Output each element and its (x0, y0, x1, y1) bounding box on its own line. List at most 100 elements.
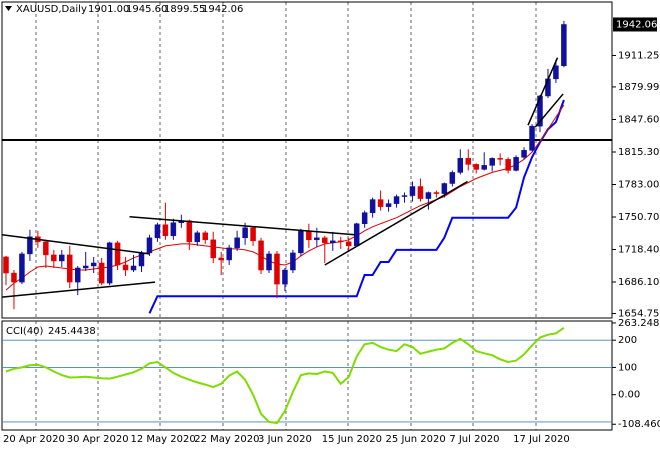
y-tick-label: 0.00 (618, 390, 640, 401)
candle-body (130, 265, 137, 271)
main-panel (1, 1, 613, 319)
x-tick-label: 20 Apr 2020 (3, 434, 65, 445)
symbol-title: XAUUSD,Daily (16, 4, 87, 15)
x-tick-label: 12 May 2020 (131, 434, 196, 445)
candle-body (361, 212, 368, 224)
y-tick-label: 1750.70 (618, 212, 659, 223)
candle-body (337, 240, 344, 243)
price-box (613, 17, 657, 32)
candle-body (306, 230, 312, 241)
y-tick-label: 1847.60 (618, 115, 659, 126)
current-price: 1942.06 (616, 19, 657, 30)
candle-body (210, 239, 216, 259)
candle-body (330, 240, 336, 244)
candle-body (19, 253, 25, 283)
x-tick-label: 17 Jul 2020 (513, 434, 570, 445)
candle-body (106, 242, 113, 284)
candle-body (90, 262, 97, 267)
candle-body (449, 172, 456, 184)
candle-body (314, 237, 320, 241)
candle-body (146, 237, 153, 254)
trend-line (1, 281, 156, 298)
candle-body (282, 269, 288, 285)
x-tick-label: 25 Jun 2020 (386, 434, 446, 445)
candle-body (186, 220, 193, 243)
candle-body (481, 165, 487, 170)
candle-body (242, 227, 248, 239)
candle-body (98, 262, 105, 284)
candle-body (417, 186, 424, 199)
y-tick-label: 100 (618, 362, 637, 373)
candle-body (170, 222, 177, 237)
cci-name: CCI(40) (6, 326, 44, 337)
y-tick-label: 200 (618, 335, 637, 346)
x-tick-label: 30 Apr 2020 (67, 434, 129, 445)
y-tick-label: 1879.99 (618, 82, 659, 93)
candle-body (409, 186, 416, 196)
open-label: 1901.00 (88, 4, 129, 15)
candle-body (385, 203, 392, 207)
candle-body (561, 24, 567, 67)
candle-body (513, 157, 519, 171)
candle-body (433, 192, 440, 194)
candle-body (425, 192, 432, 199)
candle-body (154, 224, 161, 239)
trend-line (129, 215, 356, 236)
y-tick-label: -108.4601 (618, 419, 660, 430)
close-label: 1942.06 (202, 4, 243, 15)
candle-body (162, 224, 169, 237)
candle-body (441, 183, 448, 194)
y-tick-label: 263.2487 (618, 318, 660, 329)
candle-body (274, 253, 280, 285)
candle-body (290, 252, 296, 271)
cci-value: 245.4438 (48, 326, 96, 337)
y-tick-label: 1783.00 (618, 179, 659, 190)
candle-body (114, 242, 121, 266)
candle-body (377, 199, 384, 207)
trend-line (324, 180, 468, 266)
x-tick-label: 22 May 2020 (194, 434, 259, 445)
x-tick-label: 3 Jun 2020 (258, 434, 312, 445)
y-tick-label: 1718.40 (618, 244, 659, 255)
candle-body (322, 237, 328, 244)
y-tick-label: 1815.30 (618, 147, 659, 158)
candle-body (473, 164, 479, 170)
x-tick-label: 7 Jul 2020 (449, 434, 499, 445)
candle-body (122, 264, 129, 271)
cci-panel (1, 320, 613, 431)
candle-body (59, 254, 65, 262)
time-grid (35, 2, 537, 430)
y-tick-label: 1911.25 (618, 50, 659, 61)
cci-line (5, 326, 565, 425)
candle-body (505, 159, 511, 171)
candle-body (489, 158, 495, 166)
trend-line (534, 93, 564, 128)
candle-body (393, 196, 400, 204)
candle-body (27, 236, 33, 255)
candle-body (234, 237, 240, 249)
candle-body (401, 195, 408, 197)
menu-icon (5, 6, 12, 11)
candle-body (529, 125, 535, 151)
low-label: 1899.55 (164, 4, 205, 15)
candle-body (218, 257, 224, 261)
candle-body (51, 254, 57, 262)
candle-body (497, 158, 503, 160)
candle-body (298, 230, 304, 254)
candle-body (82, 265, 89, 269)
stop-line (148, 99, 565, 314)
candle-body (266, 253, 272, 271)
candle-body (345, 241, 352, 247)
x-tick-label: 15 Jun 2020 (322, 434, 382, 445)
trend-line (1, 234, 150, 255)
candle-body (465, 158, 472, 165)
candle-body (369, 199, 376, 213)
candle-body (258, 240, 264, 271)
candle-body (11, 272, 17, 283)
y-tick-label: 1654.75 (618, 309, 659, 320)
candle-body (202, 232, 208, 241)
candle-body (67, 254, 73, 283)
candle-body (138, 252, 145, 267)
candle-body (3, 256, 9, 274)
